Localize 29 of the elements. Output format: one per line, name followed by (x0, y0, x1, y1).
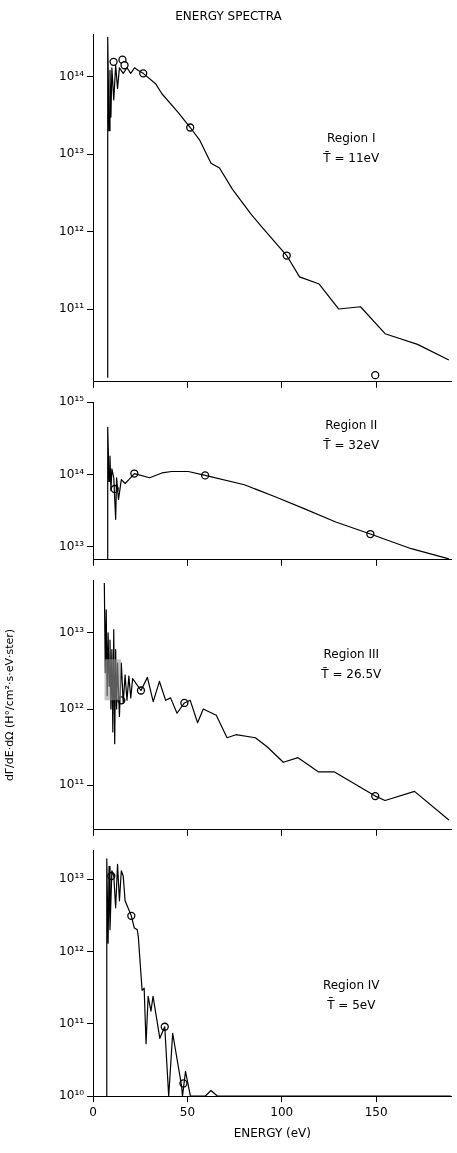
y-tick-label: 10¹⁰ (59, 1088, 85, 1103)
y-tick-label: 10¹⁴ (59, 466, 85, 481)
y-tick-label: 10¹³ (59, 146, 85, 161)
annotation: Region IV (322, 977, 381, 992)
x-axis-title: ENERGY (eV) (233, 1125, 311, 1140)
annotation: T̄ = 5eV (326, 997, 377, 1012)
annotation: Region I (327, 130, 376, 145)
y-tick-label: 10¹³ (59, 871, 85, 886)
y-tick-label: 10¹¹ (59, 777, 85, 792)
y-tick-label: 10¹⁴ (59, 68, 85, 83)
x-tick-label: 150 (364, 1104, 388, 1119)
y-tick-label: 10¹³ (59, 624, 85, 639)
y-axis-title: dΓ/dE·dΩ (H°/cm²·s·eV·ster) (3, 628, 17, 782)
y-tick-label: 10¹² (59, 943, 85, 958)
y-tick-label: 10¹⁵ (59, 394, 85, 409)
x-tick-label: 100 (270, 1104, 294, 1119)
y-tick-label: 10¹³ (59, 538, 85, 553)
y-tick-label: 10¹² (59, 223, 85, 238)
y-tick-label: 10¹² (59, 701, 85, 716)
annotation: Region II (325, 417, 378, 432)
y-tick-label: 10¹¹ (59, 1015, 85, 1030)
annotation: T̄ = 11eV (322, 150, 380, 165)
x-tick-label: 50 (179, 1104, 196, 1119)
annotation: T̄ = 26.5V (320, 667, 383, 682)
x-tick-label: 0 (89, 1104, 97, 1119)
annotation: T̄ = 32eV (322, 437, 380, 452)
annotation: Region III (323, 647, 380, 662)
chart-title: ENERGY SPECTRA (175, 9, 283, 24)
y-tick-label: 10¹¹ (59, 301, 85, 316)
